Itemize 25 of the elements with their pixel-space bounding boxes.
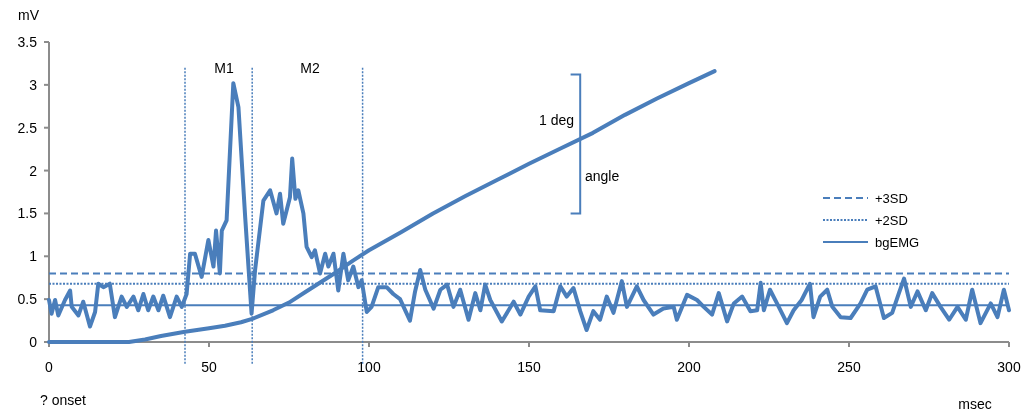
x-tick-label: 300 — [997, 359, 1021, 375]
x-tick-label: 0 — [45, 359, 54, 375]
y-tick-label: 1.5 — [17, 205, 38, 222]
annotation: 1 deg — [538, 112, 574, 128]
y-tick-label: 1 — [29, 248, 38, 265]
legend-label: +2SD — [875, 212, 908, 228]
legend-label: bgEMG — [875, 234, 920, 250]
y-tick-label: 3.5 — [17, 34, 38, 50]
x-tick-label: 50 — [201, 359, 217, 375]
text: ? onset — [40, 392, 87, 408]
y-tick-label: 0 — [29, 334, 38, 350]
y-axis-title: mV — [18, 7, 40, 23]
annotation: M2 — [300, 60, 320, 76]
y-tick-label: 0.5 — [17, 291, 38, 308]
x-tick-label: 100 — [357, 359, 381, 375]
x-tick-label: 150 — [517, 359, 541, 375]
annotation: angle — [585, 168, 620, 184]
y-tick-label: 2 — [29, 162, 38, 179]
y-tick-label: 2.5 — [17, 119, 38, 136]
legend-label: +3SD — [875, 190, 908, 206]
annotation: M1 — [214, 60, 234, 76]
x-tick-label: 250 — [837, 359, 861, 375]
x-axis-title: msec — [958, 396, 992, 412]
x-tick-label: 200 — [677, 359, 701, 375]
y-tick-label: 3 — [29, 76, 38, 93]
